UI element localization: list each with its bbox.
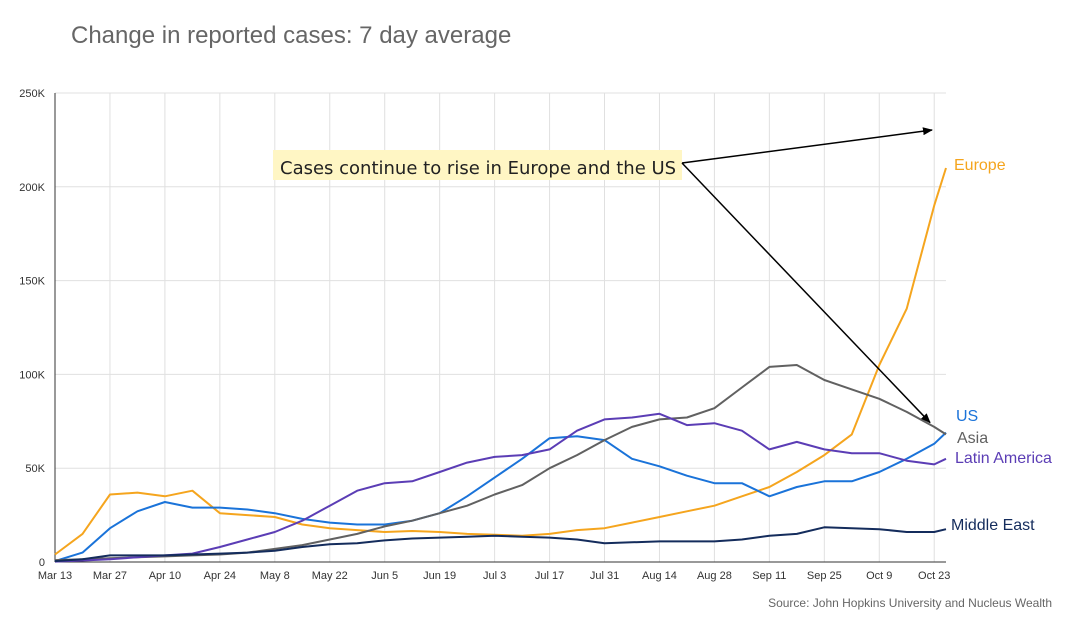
x-tick-label: May 8 bbox=[260, 570, 290, 582]
x-tick-label: Oct 9 bbox=[866, 570, 892, 582]
series-label-asia: Asia bbox=[957, 430, 988, 447]
x-tick-label: Apr 24 bbox=[204, 570, 236, 582]
series-lines bbox=[54, 167, 947, 563]
series-label-middle-east: Middle East bbox=[951, 517, 1035, 534]
annotation-text: Cases continue to rise in Europe and the… bbox=[280, 158, 676, 179]
x-tick-label: Mar 27 bbox=[93, 570, 127, 582]
y-tick-label: 50K bbox=[25, 463, 45, 475]
y-tick-label: 250K bbox=[19, 88, 45, 100]
x-tick-label: Sep 11 bbox=[752, 570, 786, 582]
x-tick-label: Aug 28 bbox=[697, 570, 732, 582]
y-tick-label: 200K bbox=[19, 182, 45, 194]
x-tick-label: Jul 31 bbox=[590, 570, 619, 582]
annotation-arrow-europe bbox=[681, 127, 933, 164]
y-tick-label: 100K bbox=[19, 369, 45, 381]
x-tick-label: Aug 14 bbox=[642, 570, 677, 582]
annotation-box bbox=[273, 150, 682, 180]
x-tick-label: Jun 5 bbox=[371, 570, 398, 582]
series-labels: Europe US Asia Latin America Middle East bbox=[951, 157, 1052, 534]
x-tick-label: Jul 17 bbox=[535, 570, 564, 582]
x-tick-label: Mar 13 bbox=[38, 570, 72, 582]
series-line-latin-america bbox=[54, 412, 947, 563]
series-line-europe bbox=[54, 167, 947, 556]
x-tick-label: Apr 10 bbox=[149, 570, 181, 582]
annotation-arrow-us bbox=[681, 162, 931, 424]
series-label-europe: Europe bbox=[954, 157, 1006, 174]
axes: 0 50K 100K 150K 200K 250K Mar 13 Mar 27 Apr 10 Ap… bbox=[19, 88, 950, 582]
chart-title: Change in reported cases: 7 day average bbox=[71, 22, 512, 49]
x-tick-label: Jul 3 bbox=[483, 570, 506, 582]
series-line-us bbox=[54, 431, 947, 563]
source-note: Source: John Hopkins University and Nucl… bbox=[768, 596, 1052, 610]
annotation: Cases continue to rise in Europe and the… bbox=[273, 127, 933, 424]
x-tick-label: Oct 23 bbox=[918, 570, 950, 582]
series-label-latin-america: Latin America bbox=[955, 450, 1052, 467]
series-label-us: US bbox=[956, 408, 978, 425]
series-line-middle-east bbox=[54, 526, 947, 563]
y-tick-label: 0 bbox=[39, 557, 45, 569]
y-tick-label: 150K bbox=[19, 276, 45, 288]
x-tick-label: Sep 25 bbox=[807, 570, 842, 582]
x-tick-label: May 22 bbox=[312, 570, 348, 582]
x-tick-label: Jun 19 bbox=[423, 570, 456, 582]
